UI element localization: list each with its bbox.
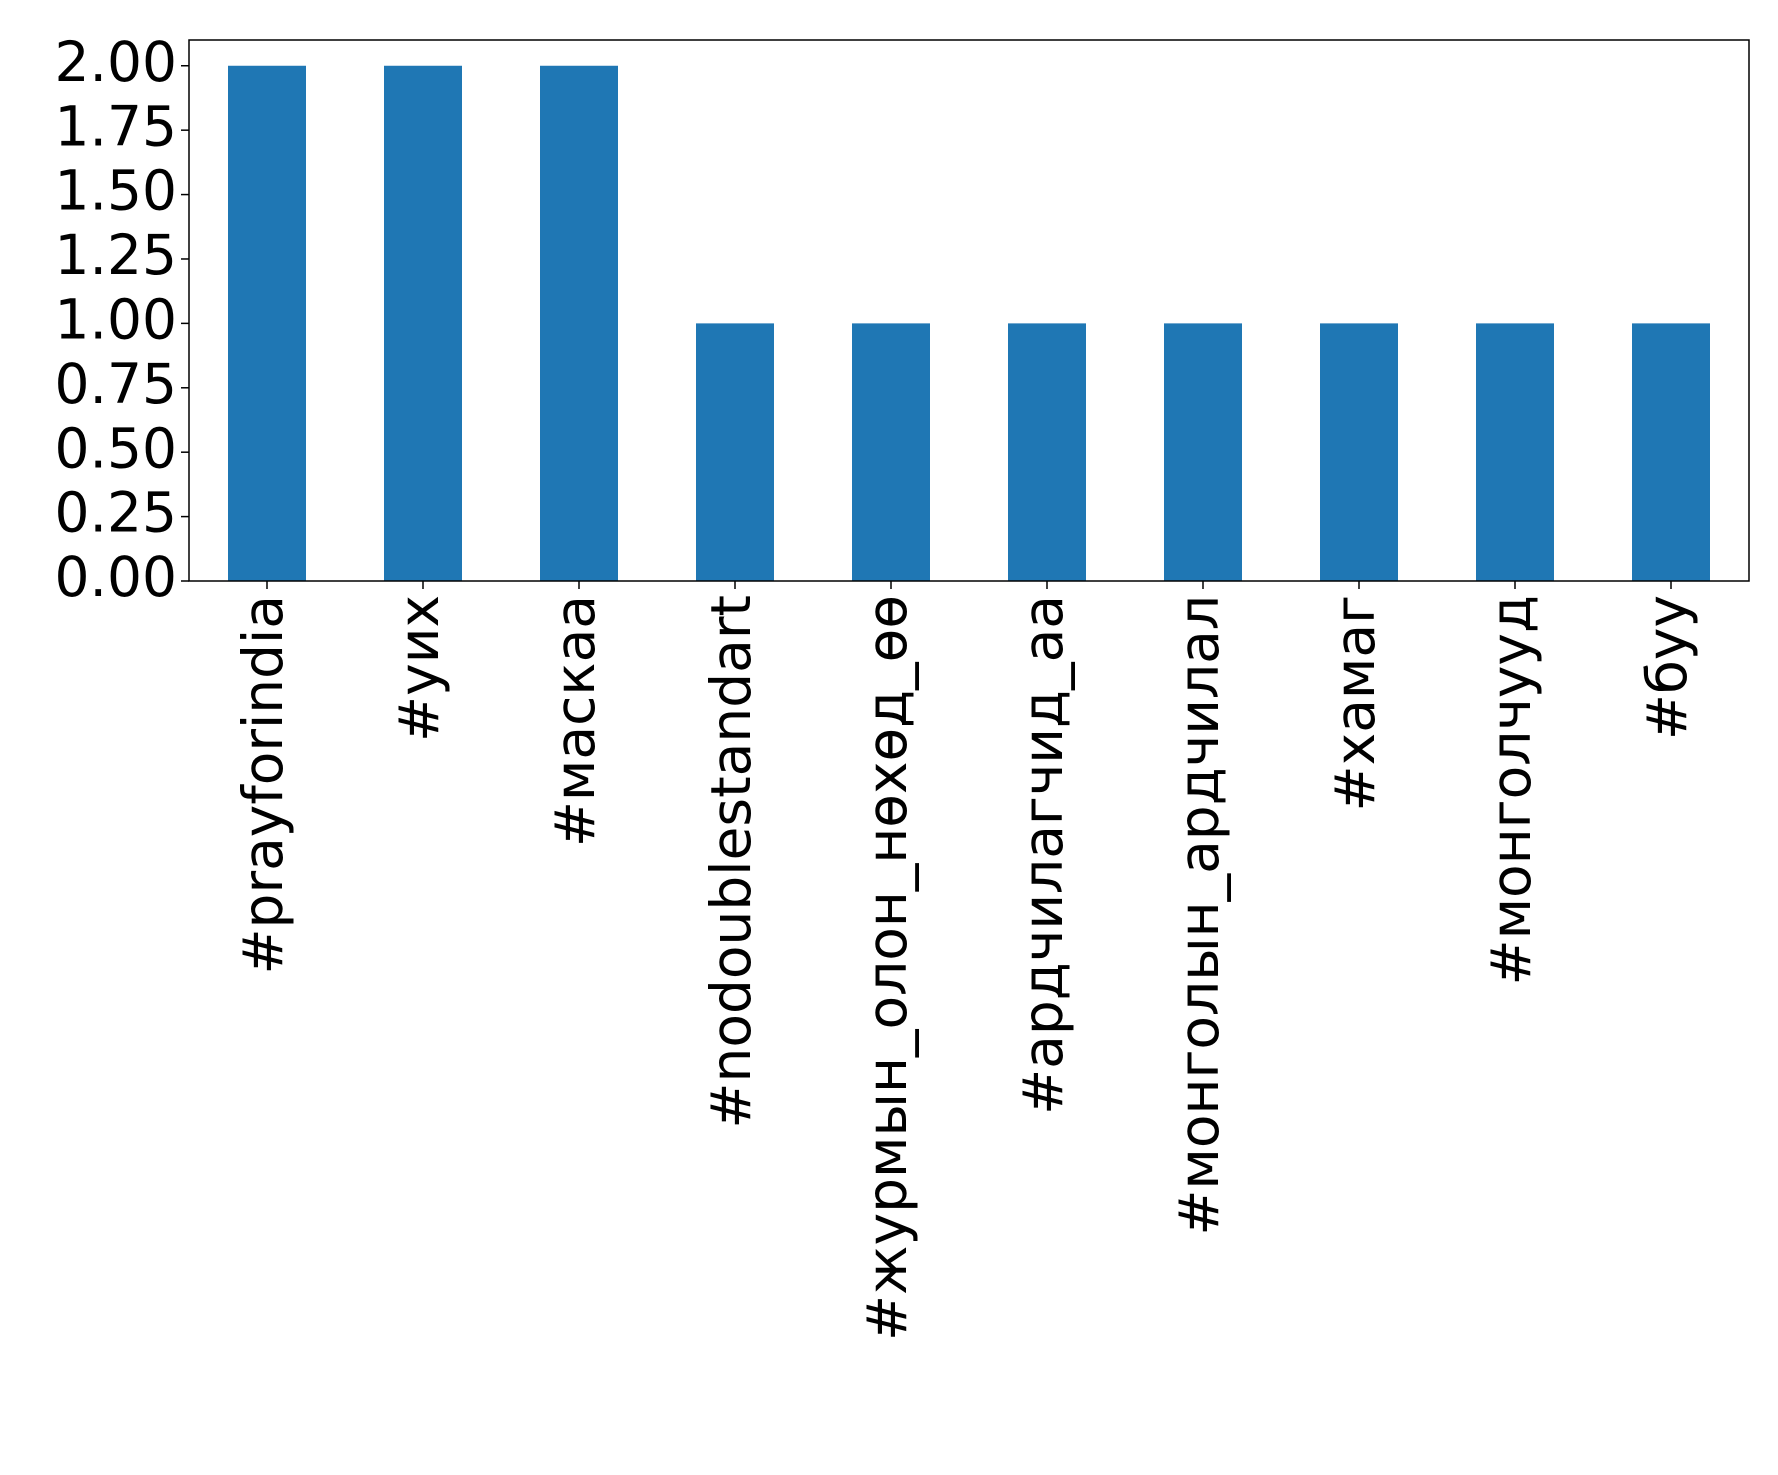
x-tick-label: #монголын_ардчилал <box>1167 595 1231 1236</box>
x-tick-label: #nodoublestandart <box>699 595 763 1129</box>
x-tick-label: #буу <box>1635 595 1699 740</box>
x-tick-label: #уих <box>387 595 451 742</box>
x-tick-label: #хамаг <box>1323 595 1387 811</box>
bar <box>1476 323 1554 581</box>
y-tick-label: 1.00 <box>55 288 177 352</box>
bar <box>384 65 462 581</box>
y-tick-label: 0.75 <box>55 352 177 416</box>
y-tick-label: 1.25 <box>55 223 177 287</box>
x-tick-label: #маскаа <box>543 595 607 847</box>
x-tick-label: #журмын_олон_нөхөд_өө <box>855 595 919 1341</box>
bar <box>852 323 930 581</box>
x-tick-label: #ардчилагчид_аа <box>1011 595 1075 1115</box>
x-tick-label: #монголчууд <box>1479 595 1543 986</box>
plot-frame <box>188 39 1750 582</box>
bar <box>696 323 774 581</box>
y-tick-label: 1.75 <box>55 94 177 158</box>
bar <box>228 65 306 581</box>
y-tick-label: 2.00 <box>55 30 177 94</box>
bar <box>1632 323 1710 581</box>
y-tick-label: 0.50 <box>55 416 177 480</box>
bar <box>540 65 618 581</box>
y-tick-label: 0.00 <box>55 545 177 609</box>
y-tick-label: 1.50 <box>55 159 177 223</box>
bar <box>1008 323 1086 581</box>
bar <box>1164 323 1242 581</box>
bar <box>1320 323 1398 581</box>
y-tick-label: 0.25 <box>55 481 177 545</box>
x-tick-label: #prayforindia <box>231 595 295 975</box>
